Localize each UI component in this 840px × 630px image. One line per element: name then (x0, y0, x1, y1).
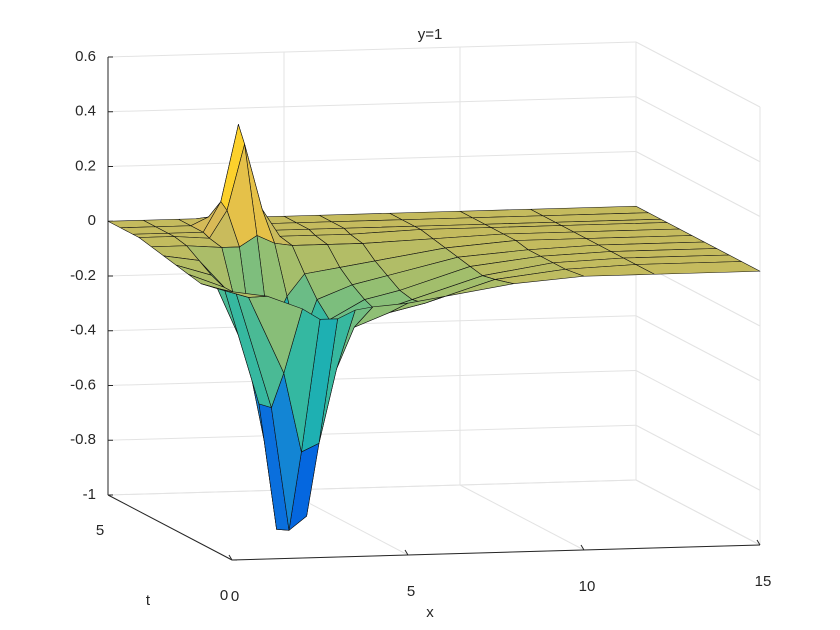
z-tick-label: 0.2 (75, 157, 96, 174)
x-tick (228, 554, 233, 561)
z-tick-label: 0 (88, 212, 96, 229)
grid-line (635, 479, 761, 546)
grid-line (107, 41, 637, 58)
grid-line (107, 315, 637, 332)
t-tick-label: 5 (96, 522, 104, 539)
t-axis-line (107, 494, 233, 561)
z-tick-label: -0.2 (70, 267, 96, 284)
x-tick-label: 15 (755, 573, 772, 590)
x-tick-label: 0 (231, 588, 239, 605)
z-tick-label: 0.4 (75, 103, 96, 120)
x-axis-label: x (426, 604, 434, 621)
x-tick (404, 549, 409, 556)
t-tick-label: 0 (220, 587, 228, 604)
chart-title: y=1 (418, 26, 443, 43)
z-tick-label: -0.4 (70, 322, 96, 339)
grid-line (635, 370, 761, 436)
grid-line (635, 424, 761, 491)
x-tick (580, 544, 585, 551)
grid-line (107, 424, 637, 441)
x-tick (756, 539, 761, 546)
grid-line (107, 479, 637, 496)
x-tick-label: 10 (579, 578, 596, 595)
z-tick-label: -0.6 (70, 376, 96, 393)
grid-line (107, 96, 637, 113)
z-tick-label: -1 (83, 486, 96, 503)
grid-line (459, 484, 585, 551)
z-tick-label: -0.8 (70, 431, 96, 448)
grid-line (635, 96, 761, 163)
z-tick-label: 0.6 (75, 48, 96, 65)
x-axis-line (231, 544, 761, 561)
grid-line (107, 151, 637, 167)
grid-line (635, 41, 761, 108)
x-tick-label: 5 (407, 583, 415, 600)
grid-line (635, 315, 761, 382)
t-axis-label: t (146, 592, 151, 609)
surface-patch (213, 287, 268, 298)
grid-line (635, 151, 761, 217)
grid-line (107, 370, 637, 386)
